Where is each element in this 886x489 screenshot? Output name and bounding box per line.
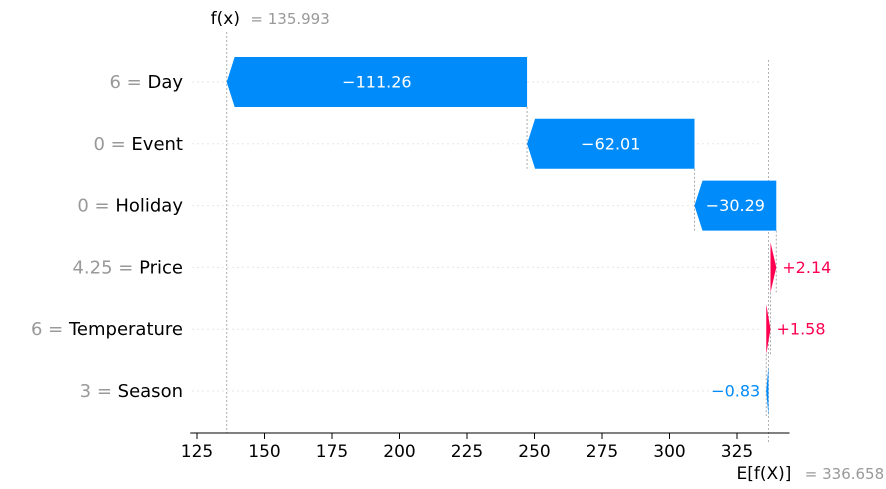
- bar-holiday: [694, 180, 777, 231]
- feature-value: 6 =: [31, 319, 69, 340]
- bar-label-day: −111.26: [342, 73, 411, 92]
- feature-name: Day: [147, 72, 183, 93]
- bar-event: [527, 118, 695, 169]
- feature-label-holiday: 0 = Holiday: [77, 195, 183, 216]
- feature-value: 0 =: [77, 195, 115, 216]
- x-axis: 125 150 175 200 225 250 275 300 325: [181, 432, 790, 462]
- x-tick-label: 250: [518, 442, 550, 462]
- bar-label-holiday: −30.29: [706, 196, 765, 215]
- bar-season: [766, 366, 769, 416]
- feature-name: Season: [118, 381, 183, 402]
- efx-value: = 336.658: [805, 465, 884, 483]
- x-tick-label: 175: [316, 442, 348, 462]
- bars-layer: −111.26 −62.01 −30.29 +2.14 +1.58 −0.83: [226, 57, 831, 416]
- x-tick-label: 200: [383, 442, 415, 462]
- feature-label-price: 4.25 = Price: [72, 257, 183, 278]
- bar-temperature: [766, 304, 771, 355]
- feature-name: Event: [131, 133, 183, 154]
- bar-price: [770, 242, 777, 293]
- bar-label-temperature: +1.58: [777, 320, 826, 339]
- x-tick-label: 150: [248, 442, 280, 462]
- efx-label: E[f(X)]: [736, 464, 791, 484]
- feature-label-temperature: 6 = Temperature: [31, 319, 183, 340]
- x-tick-label: 125: [181, 442, 213, 462]
- feature-label-season: 3 = Season: [80, 381, 183, 402]
- feature-value: 3 =: [80, 381, 118, 402]
- x-tick-label: 325: [721, 442, 753, 462]
- feature-label-day: 6 = Day: [109, 72, 183, 93]
- fx-value: = 135.993: [250, 10, 329, 28]
- feature-name: Price: [139, 257, 183, 278]
- fx-label: f(x): [211, 9, 240, 29]
- x-tick-label: 275: [586, 442, 618, 462]
- feature-label-event: 0 = Event: [93, 133, 183, 154]
- feature-value: 6 =: [109, 72, 147, 93]
- feature-value: 0 =: [93, 133, 131, 154]
- x-tick-label: 225: [451, 442, 483, 462]
- feature-name: Holiday: [115, 195, 183, 216]
- fx-annotation: f(x) = 135.993: [211, 9, 330, 29]
- x-tick-label: 300: [653, 442, 685, 462]
- guide-lines: [226, 32, 777, 443]
- bar-day: [226, 57, 528, 107]
- feature-name: Temperature: [68, 319, 183, 340]
- bar-label-price: +2.14: [782, 258, 831, 277]
- feature-value: 4.25 =: [72, 257, 139, 278]
- bar-label-season: −0.83: [711, 382, 760, 401]
- efx-annotation: E[f(X)] = 336.658: [736, 464, 884, 484]
- bar-label-event: −62.01: [581, 134, 640, 153]
